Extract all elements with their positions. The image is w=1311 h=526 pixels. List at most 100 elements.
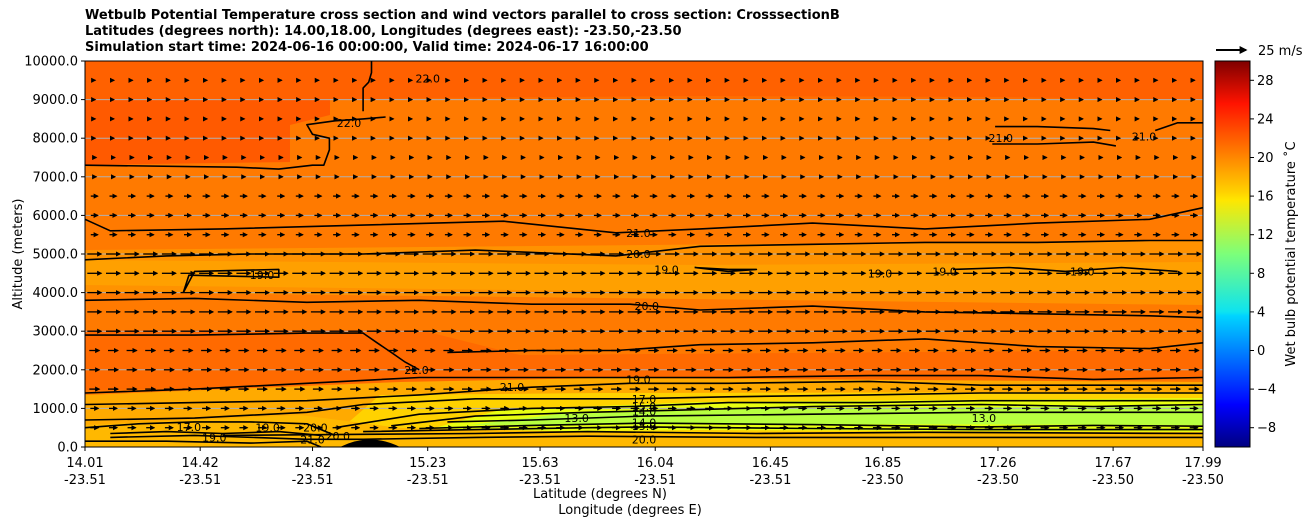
- colorbar-tick-label: 12: [1257, 228, 1274, 243]
- contour-line: [110, 430, 322, 437]
- x-tick-label-lon: -23.51: [292, 473, 334, 488]
- contour-label: 21.0: [300, 433, 325, 446]
- gridlines: [85, 99, 1203, 409]
- contour-line: [362, 61, 373, 112]
- colorbar-tick-label: −4: [1257, 383, 1276, 398]
- x-tick-label-lon: -23.51: [749, 473, 791, 488]
- x-tick-label-lat: 16.04: [637, 456, 674, 471]
- quiver-key-label: 25 m/s: [1258, 44, 1303, 59]
- contour-line: [85, 206, 1203, 234]
- contour-label: 19.0: [932, 265, 957, 278]
- title-line-2: Latitudes (degrees north): 14.00,18.00, …: [85, 24, 682, 39]
- contour-label: 21.0: [988, 132, 1013, 145]
- contour-label: 20.0: [326, 430, 351, 443]
- contour-line: [85, 392, 1203, 421]
- x-tick-label-lat: 15.23: [409, 456, 446, 471]
- contour-label: 19.0: [250, 269, 275, 282]
- x-tick-label-lat: 17.67: [1095, 456, 1132, 471]
- contour-label: 17.0: [632, 393, 657, 406]
- x-tick-label-lon: -23.51: [179, 473, 221, 488]
- contour-line: [85, 332, 420, 371]
- title-line-1: Wetbulb Potential Temperature cross sect…: [85, 8, 840, 23]
- contour-line: [694, 266, 758, 273]
- contour-line: [363, 426, 1203, 433]
- y-tick-label: 4000.0: [33, 286, 79, 301]
- x-tick-label-lat: 14.01: [66, 456, 103, 471]
- y-tick-label: 7000.0: [33, 170, 79, 185]
- wind-vectors: [87, 77, 1202, 431]
- contour-line: [85, 297, 1203, 319]
- x-axis-label-lon: Longitude (degrees E): [558, 503, 702, 518]
- terrain-bump: [340, 439, 400, 447]
- contour-line: [447, 411, 1203, 423]
- contour-line: [85, 440, 322, 447]
- contour-label: 22.0: [337, 117, 362, 130]
- contour-line: [992, 141, 1117, 147]
- y-tick-label: 10000.0: [24, 55, 78, 70]
- contour-label: 19.0: [654, 263, 679, 276]
- y-tick-label: 2000.0: [33, 363, 79, 378]
- fill-band-19: [85, 260, 1203, 292]
- colorbar-tick-label: 24: [1257, 112, 1274, 127]
- contour-line: [85, 374, 1203, 394]
- x-tick-label-lat: 14.82: [294, 456, 331, 471]
- fill-band-top: [85, 61, 1203, 100]
- fill-band-13: [470, 406, 1203, 425]
- colorbar-tick-label: 0: [1257, 344, 1265, 359]
- y-tick-label: 1000.0: [33, 402, 79, 417]
- x-tick-label-lon: -23.50: [977, 473, 1019, 488]
- contour-label: 19.0: [255, 422, 280, 435]
- y-tick-label: 8000.0: [33, 132, 79, 147]
- y-tick-label: 0.0: [57, 441, 78, 456]
- colorbar-label: Wet bulb potential temperature ˚C: [1283, 141, 1299, 366]
- contour-line: [419, 422, 1203, 430]
- contour-line: [85, 380, 1203, 406]
- colorbar-tick-label: 8: [1257, 267, 1265, 282]
- contour-label: 20.0: [635, 300, 660, 313]
- colorbar-ticks: −8 −4 0 4 8 12 16 20 24 28: [1250, 74, 1276, 436]
- contour-line: [110, 434, 1203, 441]
- contour-line: [391, 403, 1203, 427]
- contour-label: 20.0: [632, 433, 657, 446]
- colorbar-tick-label: 28: [1257, 74, 1274, 89]
- x-axis: 14.01 -23.51 14.42 -23.51 14.82 -23.51 15.23 -2…: [64, 447, 1224, 488]
- colorbar-tick-label: −8: [1257, 421, 1276, 436]
- contour-line: [952, 266, 1178, 273]
- x-tick-label-lat: 17.26: [979, 456, 1016, 471]
- y-tick-label: 3000.0: [33, 325, 79, 340]
- y-tick-label: 5000.0: [33, 248, 79, 263]
- colorbar-tick-label: 20: [1257, 151, 1274, 166]
- colorbar: −8 −4 0 4 8 12 16 20 24 28 Wet bulb potential tem…: [1214, 60, 1299, 448]
- contour-line: [995, 125, 1111, 132]
- x-tick-label-lon: -23.51: [64, 473, 106, 488]
- x-tick-label-lat: 15.63: [521, 456, 558, 471]
- contour-line: [85, 116, 386, 170]
- quiver-key: 25 m/s: [1216, 44, 1303, 59]
- contour-label: 13.0: [564, 412, 589, 425]
- x-tick-label-lon: -23.50: [1092, 473, 1134, 488]
- contour-label: 21.0: [1132, 130, 1157, 143]
- contour-label: 21.0: [626, 227, 651, 240]
- x-tick-label-lat: 17.99: [1184, 456, 1221, 471]
- x-tick-label-lat: 14.42: [182, 456, 219, 471]
- contour-label: 21.0: [500, 381, 525, 394]
- contour-label: 22.0: [415, 72, 440, 85]
- x-axis-label-lat: Latitude (degrees N): [533, 487, 667, 502]
- colorbar-tick-label: 16: [1257, 190, 1274, 205]
- x-tick-label-lon: -23.50: [862, 473, 904, 488]
- contour-line: [222, 430, 1203, 437]
- y-tick-label: 6000.0: [33, 209, 79, 224]
- colorbar-tick-label: 4: [1257, 305, 1265, 320]
- contour-line: [334, 399, 1203, 429]
- x-tick-label-lon: -23.51: [519, 473, 561, 488]
- x-tick-label-lon: -23.50: [1182, 473, 1224, 488]
- contour-label: 19.0: [626, 373, 651, 386]
- title-line-3: Simulation start time: 2024-06-16 00:00:…: [85, 40, 649, 55]
- contour-label: 13.0: [972, 412, 997, 425]
- x-tick-label-lon: -23.51: [634, 473, 676, 488]
- x-tick-label-lon: -23.51: [407, 473, 449, 488]
- contour-label: 15.0: [632, 420, 657, 433]
- contour-label: 19.0: [202, 432, 227, 445]
- contour-line: [1154, 122, 1203, 132]
